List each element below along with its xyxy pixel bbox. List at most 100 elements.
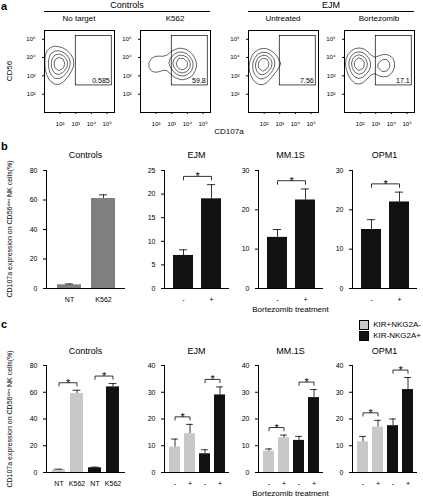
svg-text:0: 0	[340, 469, 344, 476]
svg-text:0: 0	[152, 285, 156, 292]
svg-text:7.56: 7.56	[300, 77, 314, 84]
svg-text:60: 60	[30, 388, 38, 395]
svg-text:10⁴: 10⁴	[291, 121, 301, 127]
svg-text:10³: 10³	[327, 73, 336, 79]
svg-text:0: 0	[152, 469, 156, 476]
svg-text:10³: 10³	[167, 121, 176, 127]
svg-text:K562: K562	[69, 480, 85, 487]
svg-text:-: -	[276, 296, 279, 303]
svg-text:20: 20	[148, 415, 156, 422]
svg-text:0: 0	[246, 285, 250, 292]
svg-text:K562: K562	[95, 296, 111, 303]
svg-text:10⁵: 10⁵	[102, 121, 112, 127]
svg-text:*: *	[210, 373, 215, 385]
svg-text:10: 10	[336, 245, 344, 252]
svg-text:10⁵: 10⁵	[230, 36, 240, 42]
svg-text:59.8: 59.8	[192, 77, 206, 84]
svg-text:10²: 10²	[327, 91, 336, 97]
svg-text:+: +	[406, 480, 410, 487]
svg-text:*: *	[66, 377, 71, 389]
svg-text:20: 20	[242, 415, 250, 422]
svg-text:+: +	[312, 480, 316, 487]
svg-text:*: *	[368, 407, 373, 419]
svg-text:15: 15	[148, 214, 156, 221]
svg-text:10³: 10³	[275, 121, 284, 127]
svg-text:10³: 10³	[371, 121, 380, 127]
svg-text:-: -	[204, 480, 207, 487]
svg-text:30: 30	[242, 388, 250, 395]
svg-text:0: 0	[246, 469, 250, 476]
svg-text:10⁴: 10⁴	[122, 54, 132, 60]
svg-text:30: 30	[148, 388, 156, 395]
svg-text:+: +	[376, 480, 380, 487]
svg-text:*: *	[398, 364, 403, 376]
svg-text:10³: 10³	[231, 73, 240, 79]
svg-text:NT: NT	[90, 480, 100, 487]
svg-text:*: *	[383, 178, 388, 190]
svg-text:60: 60	[30, 196, 38, 203]
svg-text:NT: NT	[65, 296, 75, 303]
svg-text:10⁵: 10⁵	[198, 121, 208, 127]
svg-text:10³: 10³	[123, 73, 132, 79]
svg-text:10²: 10²	[152, 121, 161, 127]
svg-text:-: -	[392, 480, 395, 487]
svg-text:*: *	[102, 370, 107, 382]
svg-text:80: 80	[30, 362, 38, 369]
svg-text:20: 20	[336, 415, 344, 422]
svg-text:-: -	[268, 480, 271, 487]
svg-text:K562: K562	[105, 480, 121, 487]
svg-text:30: 30	[336, 388, 344, 395]
svg-text:+: +	[303, 296, 307, 303]
svg-text:NT: NT	[54, 480, 64, 487]
svg-text:10: 10	[336, 442, 344, 449]
svg-text:10: 10	[242, 245, 250, 252]
svg-text:40: 40	[148, 362, 156, 369]
svg-text:10: 10	[242, 442, 250, 449]
svg-text:-: -	[182, 296, 185, 303]
svg-text:-: -	[362, 480, 365, 487]
svg-text:10⁴: 10⁴	[87, 121, 97, 127]
svg-text:-: -	[174, 480, 177, 487]
svg-text:*: *	[195, 170, 200, 182]
svg-text:10³: 10³	[27, 73, 36, 79]
svg-text:*: *	[289, 175, 294, 187]
svg-text:5: 5	[152, 261, 156, 268]
svg-text:*: *	[304, 376, 309, 388]
svg-text:10⁵: 10⁵	[26, 36, 36, 42]
svg-text:20: 20	[148, 190, 156, 197]
svg-text:10⁴: 10⁴	[26, 54, 36, 60]
svg-text:10²: 10²	[231, 91, 240, 97]
svg-text:-: -	[370, 296, 373, 303]
svg-text:17.1: 17.1	[396, 77, 410, 84]
svg-text:40: 40	[30, 415, 38, 422]
svg-text:10: 10	[148, 238, 156, 245]
svg-text:+: +	[397, 296, 401, 303]
svg-text:10²: 10²	[260, 121, 269, 127]
svg-text:10²: 10²	[56, 121, 65, 127]
svg-text:40: 40	[30, 226, 38, 233]
svg-text:10⁵: 10⁵	[122, 36, 132, 42]
svg-text:10³: 10³	[71, 121, 80, 127]
svg-text:10⁴: 10⁴	[183, 121, 193, 127]
svg-text:25: 25	[148, 167, 156, 174]
svg-text:10⁴: 10⁴	[230, 54, 240, 60]
svg-text:+: +	[188, 480, 192, 487]
svg-text:0.585: 0.585	[92, 77, 110, 84]
svg-text:0: 0	[34, 285, 38, 292]
svg-text:*: *	[274, 422, 279, 434]
svg-text:10⁵: 10⁵	[402, 121, 412, 127]
svg-text:0: 0	[340, 285, 344, 292]
svg-text:20: 20	[336, 206, 344, 213]
svg-text:*: *	[180, 411, 185, 423]
svg-text:10²: 10²	[356, 121, 365, 127]
svg-text:30: 30	[336, 167, 344, 174]
svg-text:30: 30	[242, 167, 250, 174]
svg-text:+: +	[282, 480, 286, 487]
svg-text:0: 0	[34, 469, 38, 476]
svg-text:-: -	[298, 480, 301, 487]
svg-text:10⁴: 10⁴	[326, 54, 336, 60]
svg-text:20: 20	[242, 206, 250, 213]
svg-text:10²: 10²	[27, 91, 36, 97]
svg-text:10⁴: 10⁴	[387, 121, 397, 127]
svg-text:20: 20	[30, 442, 38, 449]
